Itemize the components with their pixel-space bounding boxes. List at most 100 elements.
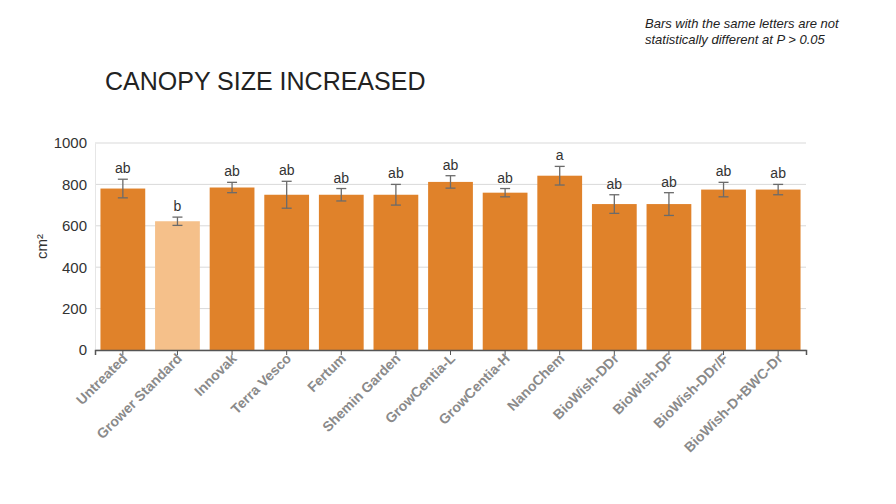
chart: 02004006008001000abbababababababaabababa…	[0, 0, 896, 504]
error-bar-line	[614, 195, 615, 214]
error-bar-line	[286, 181, 287, 208]
error-bar	[773, 184, 783, 194]
error-bar-line	[118, 179, 128, 180]
error-bar-line	[446, 187, 456, 188]
error-bar	[446, 176, 456, 188]
bar	[592, 204, 637, 350]
bar	[701, 190, 746, 350]
y-tick: 400	[62, 259, 95, 276]
y-tick: 200	[62, 300, 95, 317]
error-bar	[336, 189, 346, 201]
error-bar	[227, 182, 237, 192]
error-bar	[719, 182, 729, 196]
significance-letter: ab	[115, 160, 131, 176]
error-bar-line	[118, 197, 128, 198]
bar	[210, 188, 255, 350]
x-tick: Innovak	[191, 350, 240, 399]
significance-letter: ab	[279, 162, 295, 178]
error-bar-line	[664, 192, 674, 193]
bar	[264, 195, 309, 350]
error-bar-line	[122, 179, 123, 198]
plot: 02004006008001000abbababababababaabababa…	[54, 134, 807, 455]
error-bar	[555, 166, 565, 185]
x-tick: Untreated	[73, 350, 131, 408]
significance-letter: ab	[716, 163, 732, 179]
significance-letter: b	[174, 198, 182, 214]
error-bar-line	[227, 192, 237, 193]
error-bar-line	[504, 189, 505, 197]
error-bar-line	[336, 188, 346, 189]
x-tick: Fertum	[304, 350, 349, 395]
error-bar	[118, 179, 128, 198]
error-bar-line	[609, 213, 619, 214]
x-tick-label: Untreated	[73, 350, 131, 408]
significance-letter: ab	[333, 170, 349, 186]
y-tick-label: 0	[79, 341, 87, 358]
annotations: abbababababababaabababab	[115, 147, 786, 214]
title: CANOPY SIZE INCREASED	[105, 67, 425, 95]
error-bar-line	[395, 184, 396, 205]
error-bar-line	[773, 194, 783, 195]
error-bar	[500, 189, 510, 197]
error-bar-line	[446, 175, 456, 176]
error-bar-line	[777, 184, 778, 194]
x-tick-label: Fertum	[304, 350, 349, 395]
bar	[483, 193, 528, 350]
x-tick-label: BioWish-D+BWC-Dr	[681, 350, 786, 455]
bar	[319, 195, 364, 350]
error-bar-line	[719, 196, 729, 197]
y-tick-label: 1000	[54, 134, 87, 151]
error-bar	[172, 217, 182, 225]
error-bar-line	[555, 166, 565, 167]
y-axis: 0 200 400 600 800 1000	[54, 134, 96, 358]
x-tick-label: Innovak	[191, 350, 240, 399]
grid	[95, 143, 806, 350]
error-bar-line	[664, 215, 674, 216]
y-axis-title: cm²	[33, 234, 50, 259]
y-tick: 0	[79, 341, 95, 358]
error-bar	[664, 193, 674, 216]
y-tick-label: 200	[62, 300, 87, 317]
significance-letter: ab	[607, 176, 623, 192]
y-tick-label: 800	[62, 176, 87, 193]
y-tick: 600	[62, 217, 95, 234]
error-bar-line	[559, 166, 560, 185]
error-bar-line	[500, 188, 510, 189]
error-bar-line	[341, 189, 342, 201]
error-bar-line	[500, 196, 510, 197]
subtitle: Bars with the same letters are notstatis…	[645, 16, 840, 47]
significance-letter: a	[556, 147, 564, 163]
error-bar-line	[231, 182, 232, 192]
x-axis: UntreatedGrower StandardInnovakTerra Ves…	[73, 350, 807, 455]
error-bar	[609, 195, 619, 214]
y-tick-label: 400	[62, 259, 87, 276]
y-tick: 800	[62, 176, 95, 193]
grid-line	[95, 143, 806, 144]
significance-letter: ab	[443, 157, 459, 173]
bar	[374, 195, 419, 350]
y-axis-line	[95, 144, 96, 351]
x-tick: Grower Standard	[93, 350, 185, 442]
error-bar-line	[609, 194, 619, 195]
error-bar-line	[336, 200, 346, 201]
y-tick-label: 600	[62, 217, 87, 234]
x-tick-label: GrowCentia-H	[435, 350, 512, 427]
bar	[647, 204, 692, 350]
significance-letter: ab	[224, 163, 240, 179]
significance-letter: ab	[661, 174, 677, 190]
x-tick-label: BioWish-DDr	[550, 350, 623, 423]
significance-letter: ab	[770, 165, 786, 181]
x-tick-label: Terra Vesco	[228, 350, 295, 417]
x-tick: BioWish-D+BWC-Dr	[681, 350, 786, 455]
x-tick-label: Grower Standard	[93, 350, 185, 442]
error-bar-line	[172, 225, 182, 226]
error-bar-line	[172, 216, 182, 217]
bar	[537, 176, 582, 350]
bar	[155, 221, 200, 350]
error-bar-line	[773, 184, 783, 185]
bar	[428, 182, 473, 350]
error-bar-line	[719, 182, 729, 183]
error-bar	[282, 181, 292, 208]
error-bar-line	[177, 217, 178, 225]
bar	[756, 190, 801, 350]
